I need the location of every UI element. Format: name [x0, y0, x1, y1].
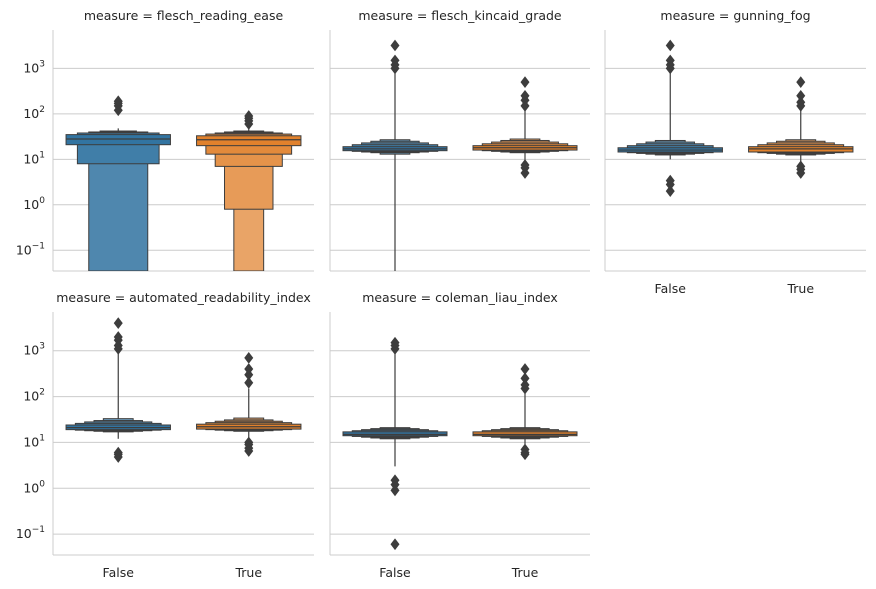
outlier-point: [244, 110, 254, 122]
x-tick-label: True: [234, 565, 262, 580]
outlier-point: [244, 363, 254, 375]
outlier-point: [520, 363, 530, 375]
y-tick-label: 102: [23, 388, 45, 404]
y-tick-base: 10: [23, 60, 39, 75]
y-tick-exponent: 2: [39, 388, 45, 398]
facet-panel: measure = flesch_kincaid_grade: [329, 8, 590, 272]
outlier-point: [244, 436, 254, 449]
y-tick-base: 10: [23, 480, 39, 495]
x-tick-label: False: [103, 565, 135, 580]
facet-panel: measure = coleman_liau_index False True: [329, 290, 590, 580]
y-tick-label: 102: [23, 105, 45, 121]
y-tick-label: 100: [23, 479, 45, 495]
outlier-point: [520, 372, 530, 385]
outlier-point: [244, 376, 254, 389]
y-tick-label: 10−1: [16, 525, 45, 541]
outlier-point: [665, 174, 675, 187]
y-tick-label: 100: [23, 196, 45, 212]
facet-marks: [342, 39, 578, 271]
y-tick-base: 10: [23, 106, 39, 121]
letter-value-box: [196, 135, 302, 147]
outlier-point: [665, 39, 675, 52]
facet-marks: [342, 336, 578, 551]
x-tick-label: True: [511, 565, 539, 580]
y-tick-exponent: 0: [39, 196, 45, 206]
facet-title: measure = automated_readability_index: [56, 290, 311, 305]
facet-marks: [617, 39, 854, 197]
facet-marks: [65, 95, 302, 271]
outlier-point: [390, 39, 400, 52]
x-tick-label: True: [786, 281, 814, 296]
outlier-point: [113, 446, 123, 459]
outlier-point: [665, 54, 675, 67]
outlier-point: [390, 538, 400, 551]
facet-title: measure = coleman_liau_index: [362, 290, 558, 305]
y-tick-base: 10: [16, 526, 32, 541]
outlier-point: [796, 76, 806, 88]
facet-title: measure = flesch_kincaid_grade: [358, 8, 562, 23]
x-tick-label: False: [655, 281, 687, 296]
facet-panel: measure = flesch_reading_ease10−11001011…: [16, 8, 314, 272]
outlier-point: [520, 89, 530, 102]
outlier-point: [390, 336, 400, 349]
y-tick-exponent: −1: [32, 525, 45, 535]
y-tick-base: 10: [23, 343, 39, 358]
y-tick-label: 10−1: [16, 241, 45, 257]
y-tick-base: 10: [23, 434, 39, 449]
facet-panel: measure = gunning_fog False True: [604, 8, 866, 296]
outlier-point: [520, 159, 530, 171]
facet-title: measure = flesch_reading_ease: [84, 8, 284, 23]
outlier-point: [520, 443, 530, 456]
y-tick-label: 101: [23, 433, 45, 449]
outlier-point: [390, 474, 400, 487]
outlier-point: [796, 89, 806, 102]
y-tick-label: 103: [23, 342, 45, 358]
y-tick-exponent: 1: [39, 433, 45, 443]
y-tick-base: 10: [23, 197, 39, 212]
outlier-point: [796, 96, 806, 109]
y-tick-exponent: 0: [39, 479, 45, 489]
outlier-point: [113, 331, 123, 343]
x-tick-label: False: [379, 565, 411, 580]
outlier-point: [113, 317, 123, 329]
y-tick-base: 10: [23, 151, 39, 166]
y-tick-label: 101: [23, 150, 45, 166]
y-tick-exponent: 2: [39, 105, 45, 115]
y-tick-base: 10: [16, 242, 32, 257]
outlier-point: [520, 76, 530, 88]
outlier-point: [390, 54, 400, 67]
y-tick-label: 103: [23, 59, 45, 75]
facet-title: measure = gunning_fog: [660, 8, 810, 23]
outlier-point: [665, 185, 675, 197]
y-tick-base: 10: [23, 389, 39, 404]
letter-value-box: [65, 134, 171, 146]
outlier-point: [113, 95, 123, 108]
outlier-point: [520, 379, 530, 391]
facet-panel: measure = automated_readability_index10−…: [16, 290, 314, 580]
outlier-point: [244, 351, 254, 364]
y-tick-exponent: 1: [39, 150, 45, 160]
y-tick-exponent: 3: [39, 342, 45, 352]
y-tick-exponent: 3: [39, 59, 45, 69]
facet-marks: [65, 317, 302, 463]
y-tick-exponent: −1: [32, 241, 45, 251]
outlier-point: [796, 160, 806, 173]
